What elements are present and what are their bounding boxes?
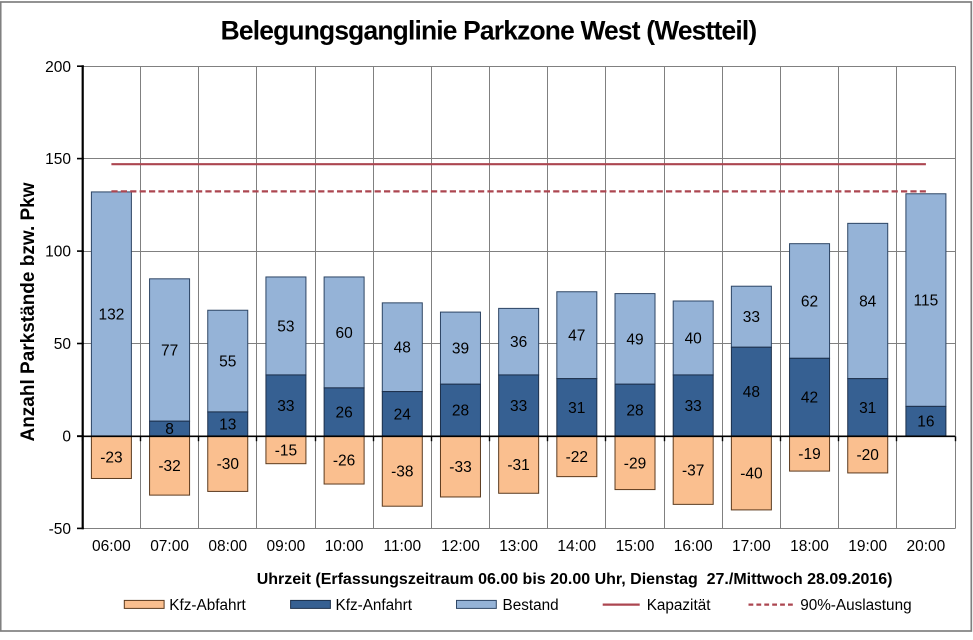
svg-text:28: 28 [626,403,643,420]
svg-text:11:00: 11:00 [383,538,421,555]
svg-text:8: 8 [165,421,174,438]
svg-text:150: 150 [45,151,71,168]
svg-text:47: 47 [568,328,585,345]
svg-text:48: 48 [394,340,411,357]
svg-text:20:00: 20:00 [907,538,946,555]
svg-text:-32: -32 [158,458,180,475]
svg-text:-23: -23 [100,450,122,467]
svg-text:Kapazität: Kapazität [647,597,712,614]
svg-text:06:00: 06:00 [92,538,131,555]
svg-text:13: 13 [219,416,236,433]
svg-text:15:00: 15:00 [616,538,655,555]
svg-text:Anzahl Parkstände bzw. Pkw: Anzahl Parkstände bzw. Pkw [18,182,39,441]
svg-text:50: 50 [54,336,72,353]
svg-text:08:00: 08:00 [208,538,247,555]
svg-text:77: 77 [161,343,178,360]
svg-text:84: 84 [859,294,877,311]
svg-text:100: 100 [45,244,71,261]
svg-text:Belegungsganglinie Parkzone We: Belegungsganglinie Parkzone West (Westte… [221,16,757,46]
svg-text:10:00: 10:00 [325,538,364,555]
svg-text:40: 40 [685,331,703,348]
svg-text:49: 49 [626,331,643,348]
svg-text:62: 62 [801,294,818,311]
svg-text:-26: -26 [333,453,355,470]
svg-text:33: 33 [743,309,760,326]
svg-text:Uhrzeit (Erfassungszeitraum 06: Uhrzeit (Erfassungszeitraum 06.00 bis 20… [257,571,893,588]
svg-text:26: 26 [335,404,352,421]
svg-text:28: 28 [452,403,469,420]
svg-text:42: 42 [801,390,818,407]
svg-text:-33: -33 [449,459,471,476]
svg-text:-30: -30 [217,456,240,473]
svg-text:33: 33 [685,398,702,415]
svg-text:31: 31 [568,400,585,417]
svg-text:33: 33 [277,398,294,415]
svg-text:53: 53 [277,319,294,336]
svg-text:-20: -20 [856,447,879,464]
svg-text:19:00: 19:00 [848,538,887,555]
svg-text:-31: -31 [507,457,529,474]
svg-text:48: 48 [743,384,760,401]
svg-text:16:00: 16:00 [674,538,713,555]
svg-text:24: 24 [394,406,412,423]
svg-text:-22: -22 [566,449,588,466]
svg-text:Bestand: Bestand [503,597,559,614]
svg-text:31: 31 [859,400,876,417]
svg-text:39: 39 [452,341,469,358]
svg-text:-29: -29 [624,455,646,472]
svg-text:-15: -15 [275,442,297,459]
svg-text:-19: -19 [798,446,820,463]
svg-text:90%-Auslastung: 90%-Auslastung [800,597,911,614]
svg-text:200: 200 [45,59,71,76]
svg-text:16: 16 [917,414,934,431]
svg-text:60: 60 [335,325,353,342]
svg-text:33: 33 [510,398,527,415]
svg-text:-50: -50 [49,521,72,538]
svg-text:55: 55 [219,354,236,371]
svg-text:09:00: 09:00 [267,538,306,555]
svg-text:14:00: 14:00 [557,538,596,555]
svg-text:-37: -37 [682,463,704,480]
svg-text:12:00: 12:00 [441,538,480,555]
svg-text:-38: -38 [391,464,413,481]
svg-text:115: 115 [914,293,939,310]
svg-text:132: 132 [98,306,124,323]
svg-text:Kfz-Abfahrt: Kfz-Abfahrt [169,597,246,614]
svg-text:-40: -40 [740,465,763,482]
svg-text:07:00: 07:00 [150,538,189,555]
svg-text:17:00: 17:00 [732,538,771,555]
svg-text:13:00: 13:00 [499,538,538,555]
svg-text:Kfz-Anfahrt: Kfz-Anfahrt [336,597,413,614]
svg-text:0: 0 [62,429,71,446]
svg-text:36: 36 [510,334,527,351]
svg-text:18:00: 18:00 [790,538,829,555]
